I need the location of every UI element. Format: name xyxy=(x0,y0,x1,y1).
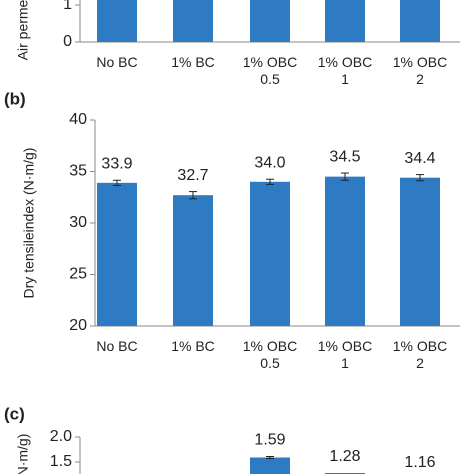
y-tick-label: 40 xyxy=(69,111,87,128)
y-tick-label: 0 xyxy=(63,33,72,50)
bar xyxy=(325,0,365,43)
y-tick-label: 1.5 xyxy=(50,453,72,470)
data-label: 34.5 xyxy=(329,148,360,165)
bar xyxy=(400,177,440,326)
y-axis-label: Air perme xyxy=(15,0,31,60)
y-axis-label: Dry tensileindex (N·m/g) xyxy=(21,148,37,299)
x-tick-label: No BC xyxy=(96,338,137,354)
bar xyxy=(97,182,137,326)
x-tick-label: 1% OBC 2 xyxy=(393,338,447,371)
bar xyxy=(250,457,290,474)
data-label: 1.59 xyxy=(254,432,285,449)
x-tick-label: 1% OBC 0.5 xyxy=(243,338,297,371)
panel-label: (c) xyxy=(4,404,25,423)
x-tick-label: 1% OBC 0.5 xyxy=(243,54,297,87)
y-axis-label: N·m/g) xyxy=(15,434,31,474)
y-tick-label: 35 xyxy=(69,163,87,180)
y-tick-label: 30 xyxy=(69,214,87,231)
panel-label: (b) xyxy=(4,89,26,108)
y-tick-label: 20 xyxy=(69,317,87,334)
x-tick-label: 1% BC xyxy=(171,54,215,70)
x-tick-label: No BC xyxy=(96,54,137,70)
data-label: 1.16 xyxy=(404,454,435,471)
bar xyxy=(325,176,365,326)
y-tick-label: 2.0 xyxy=(50,428,72,445)
x-tick-label: 1% BC xyxy=(171,338,215,354)
x-tick-label: 1% OBC 2 xyxy=(393,54,447,87)
bar xyxy=(97,0,137,42)
data-label: 34.0 xyxy=(254,154,285,171)
y-tick-label: 25 xyxy=(69,266,87,283)
data-label: 34.4 xyxy=(404,150,435,167)
y-tick-label: 1 xyxy=(63,0,72,13)
bar xyxy=(400,0,440,42)
data-label: 33.9 xyxy=(101,155,132,172)
bar xyxy=(173,0,213,42)
bar xyxy=(173,195,213,326)
bar xyxy=(250,181,290,326)
x-tick-label: 1% OBC 1 xyxy=(318,54,372,87)
x-tick-label: 1% OBC 1 xyxy=(318,338,372,371)
bar xyxy=(250,0,290,43)
data-label: 32.7 xyxy=(177,167,208,184)
data-label: 1.28 xyxy=(329,448,360,465)
